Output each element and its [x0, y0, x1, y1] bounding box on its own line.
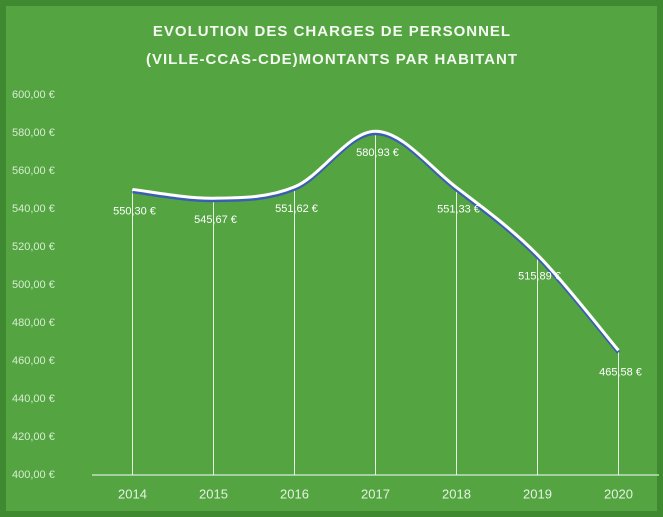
y-tick-label: 480,00 € [12, 317, 55, 329]
chart-title: (VILLE-CCAS-CDE)MONTANTS PAR HABITANT [146, 51, 518, 68]
y-tick-label: 600,00 € [12, 89, 55, 101]
y-tick-label: 460,00 € [12, 355, 55, 367]
chart-title: EVOLUTION DES CHARGES DE PERSONNEL [153, 23, 511, 40]
y-tick-label: 520,00 € [12, 241, 55, 253]
x-tick-label: 2018 [442, 486, 471, 501]
y-tick-label: 540,00 € [12, 203, 55, 215]
data-label: 550,30 € [113, 205, 156, 217]
y-tick-label: 440,00 € [12, 393, 55, 405]
y-tick-label: 500,00 € [12, 279, 55, 291]
data-label: 465,58 € [599, 366, 642, 378]
x-tick-label: 2020 [604, 486, 633, 501]
x-tick-label: 2015 [199, 486, 228, 501]
data-label: 580,93 € [356, 147, 399, 159]
line [132, 129, 620, 352]
x-tick-label: 2017 [361, 486, 390, 501]
y-tick-label: 580,00 € [12, 127, 55, 139]
data-label: 545,67 € [194, 214, 237, 226]
data-label: 551,33 € [437, 203, 480, 215]
data-label: 551,62 € [275, 203, 318, 215]
data-label: 515,89 € [518, 271, 561, 283]
x-tick-label: 2014 [118, 486, 147, 501]
x-tick-label: 2016 [280, 486, 309, 501]
chart-area [6, 6, 657, 511]
y-tick-label: 560,00 € [12, 165, 55, 177]
y-tick-label: 420,00 € [12, 431, 55, 443]
y-tick-label: 400,00 € [12, 469, 55, 481]
x-tick-label: 2019 [523, 486, 552, 501]
